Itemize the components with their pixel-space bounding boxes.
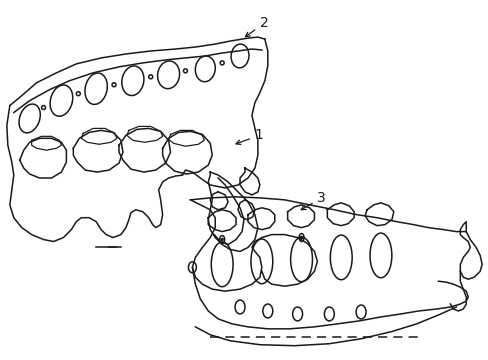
Text: 3: 3 — [301, 191, 325, 210]
Text: 2: 2 — [245, 16, 268, 37]
Text: 1: 1 — [236, 129, 263, 144]
